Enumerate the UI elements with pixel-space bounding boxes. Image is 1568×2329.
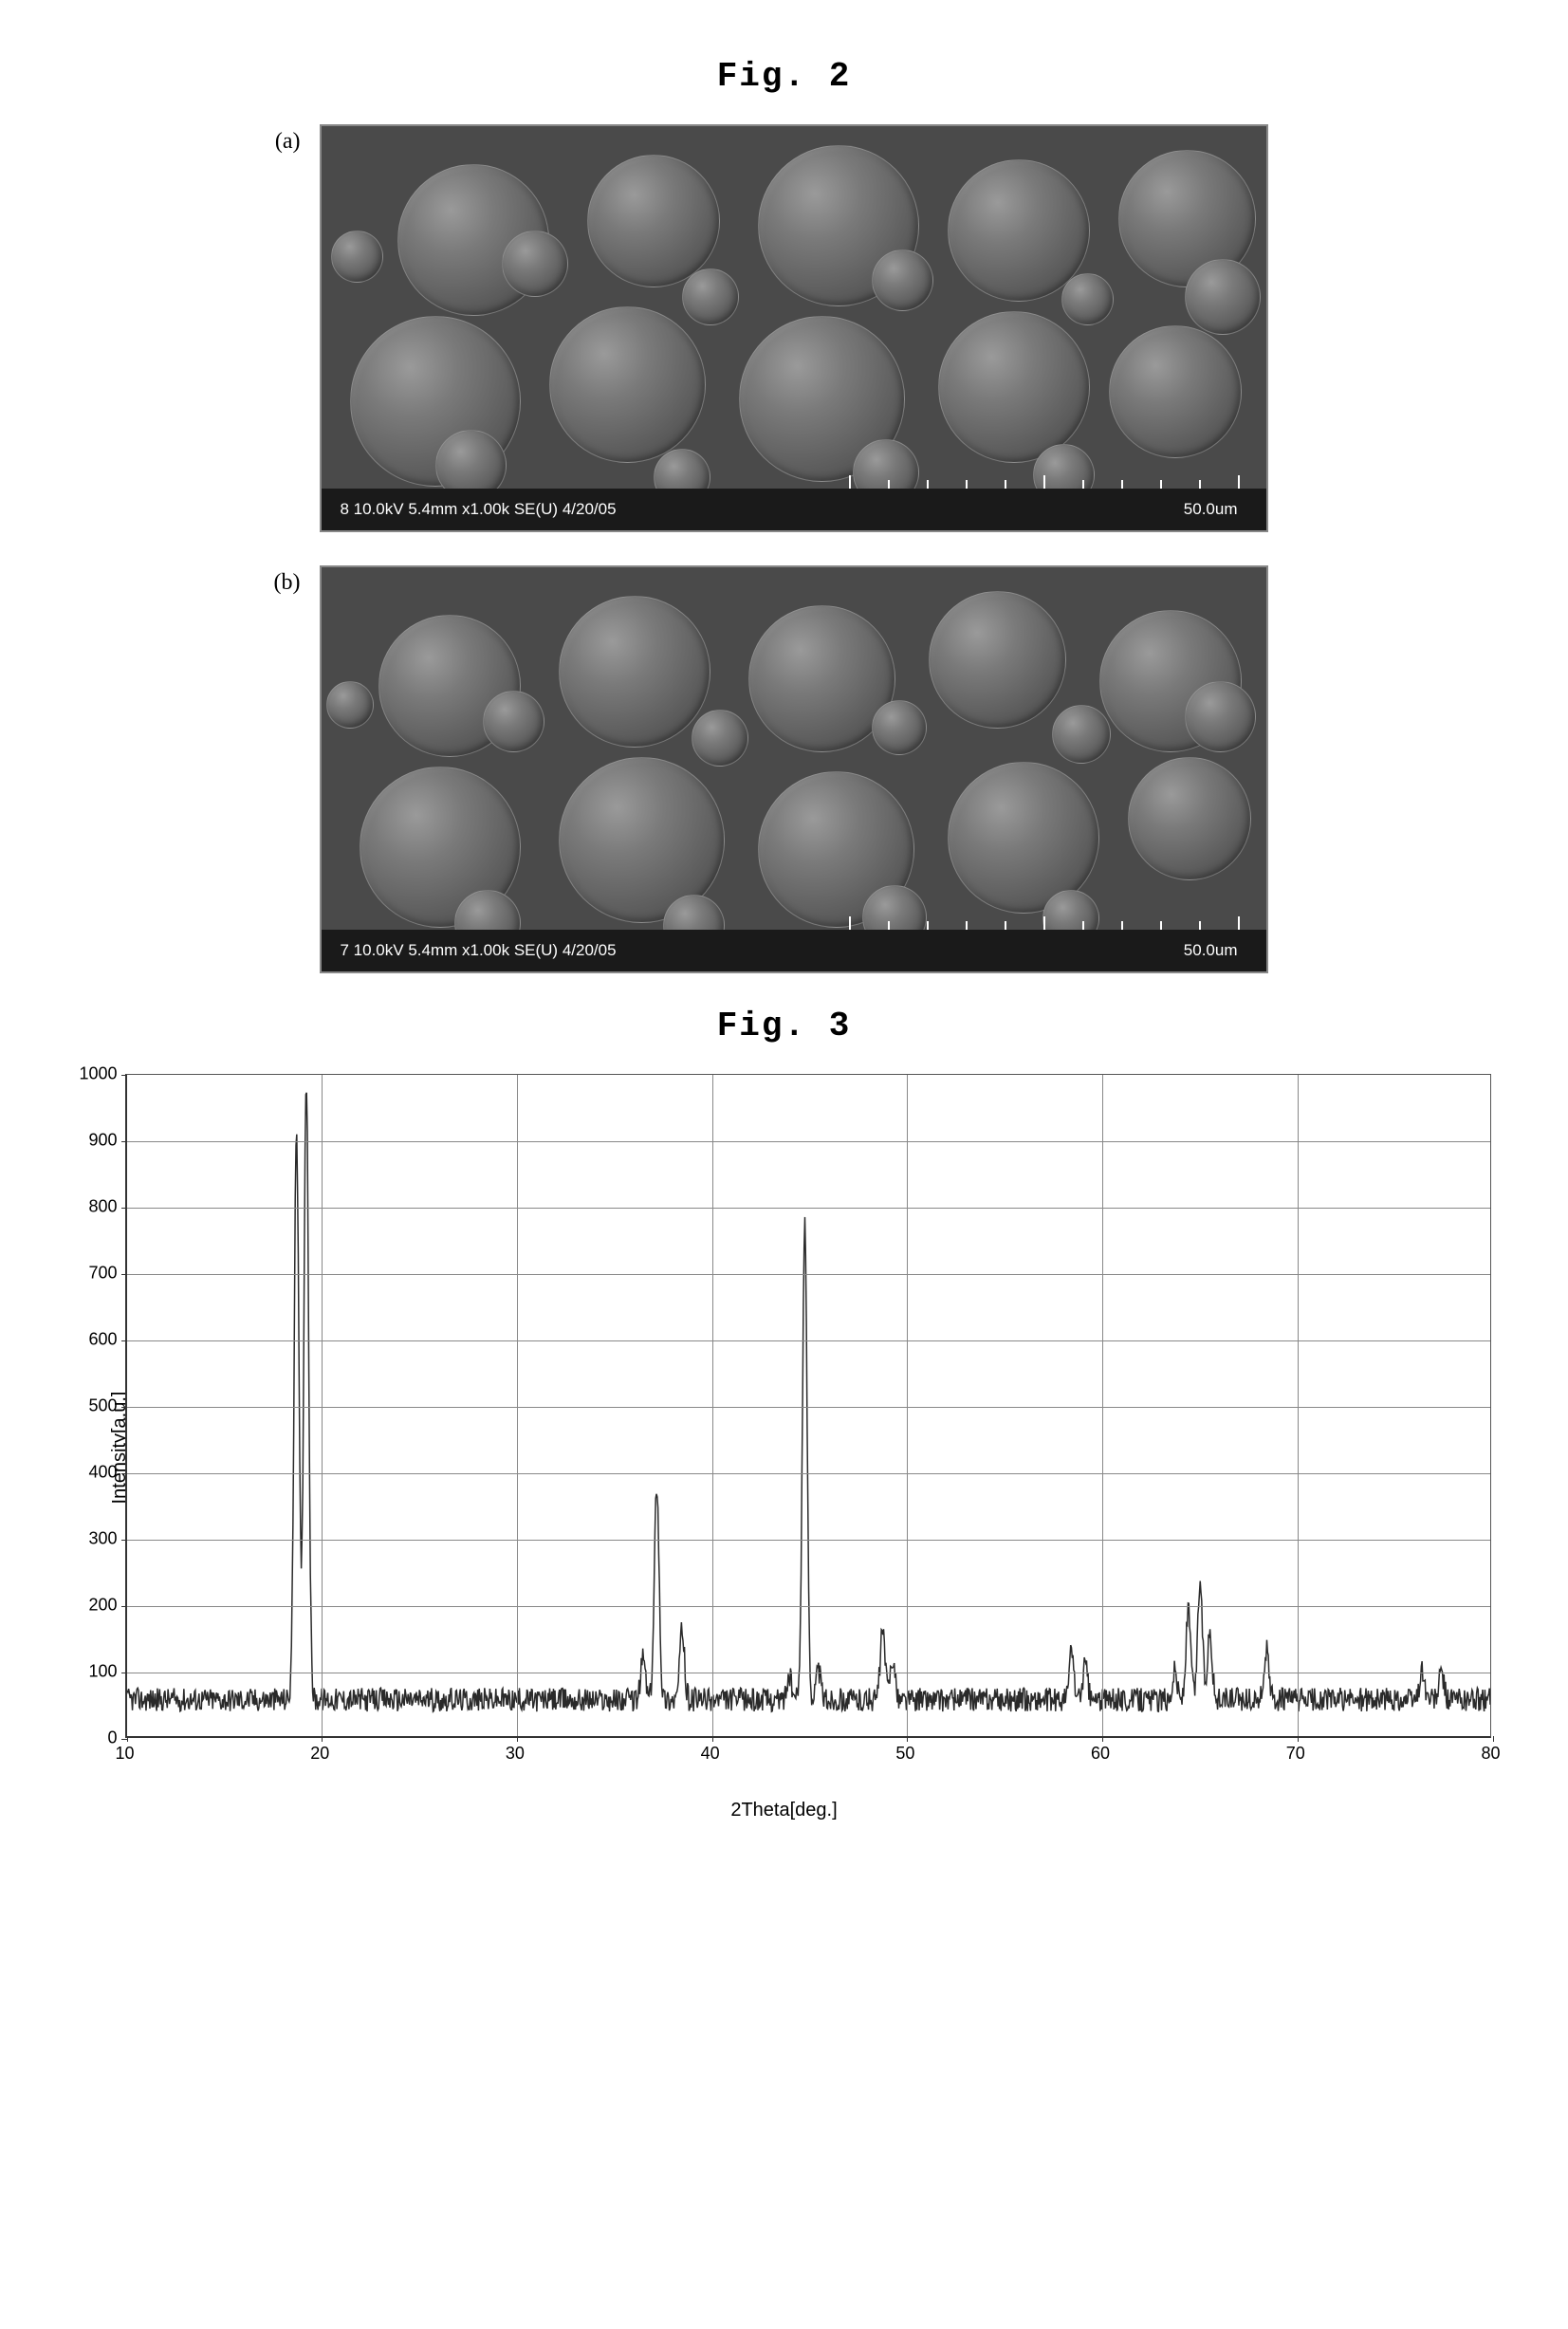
ytick-mark (121, 1540, 127, 1541)
xrd-trace (127, 1093, 1490, 1711)
ytick-label: 700 (88, 1264, 117, 1284)
xrd-xticks: 1020304050607080 (125, 1738, 1491, 1766)
sem-scale-label: 50.0um (1184, 941, 1238, 960)
xtick-label: 10 (115, 1744, 134, 1764)
grid-line-v (907, 1075, 908, 1736)
sem-scale-label: 50.0um (1184, 500, 1238, 519)
sem-particle (326, 681, 374, 729)
sem-image: 8 10.0kV 5.4mm x1.00k SE(U) 4/20/05 50.0u… (320, 124, 1268, 532)
ytick-mark (121, 1208, 127, 1209)
sem-panel-b: (b) 7 10.0kV 5.4mm x1.00k SE(U) 4/20/05 50… (263, 565, 1306, 973)
ytick-mark (121, 1274, 127, 1275)
scale-bar (849, 475, 1238, 489)
ytick-label: 200 (88, 1596, 117, 1616)
sem-particle (929, 591, 1066, 729)
ytick-label: 100 (88, 1662, 117, 1682)
sem-particle (1185, 259, 1261, 335)
sem-info-bar: 7 10.0kV 5.4mm x1.00k SE(U) 4/20/05 50.0u… (322, 930, 1266, 971)
ytick-label: 800 (88, 1197, 117, 1217)
sem-particle (872, 700, 927, 755)
grid-line-h (127, 1141, 1490, 1142)
sem-particle (1061, 273, 1114, 325)
sem-particle (502, 231, 568, 297)
xtick-label: 50 (895, 1744, 914, 1764)
xrd-plot-area (125, 1074, 1491, 1738)
fig3-title: Fig. 3 (76, 1007, 1492, 1045)
sem-info-text: 7 10.0kV 5.4mm x1.00k SE(U) 4/20/05 (341, 941, 617, 960)
ytick-label: 500 (88, 1396, 117, 1416)
xtick-label: 40 (701, 1744, 720, 1764)
ytick-label: 600 (88, 1330, 117, 1350)
sem-particle (682, 268, 739, 325)
xtick-label: 20 (310, 1744, 329, 1764)
xtick-label: 80 (1481, 1744, 1500, 1764)
sem-particle (872, 250, 933, 311)
xrd-yticks: 01002003004005006007008009001000 (78, 1074, 123, 1821)
xtick-label: 70 (1286, 1744, 1305, 1764)
ytick-label: 300 (88, 1529, 117, 1549)
sem-panel-a: (a) 8 10.0kV 5.4mm x1.00k SE(U) 4/20/05 50… (263, 124, 1306, 532)
ytick-mark (121, 1075, 127, 1076)
xrd-xlabel: 2Theta[deg.] (78, 1800, 1491, 1821)
grid-line-h (127, 1540, 1490, 1541)
grid-line-h (127, 1606, 1490, 1607)
panel-label: (b) (263, 565, 301, 596)
ytick-mark (121, 1141, 127, 1142)
grid-line-h (127, 1473, 1490, 1474)
grid-line-h (127, 1340, 1490, 1341)
sem-particle (692, 710, 748, 767)
xrd-line-svg (127, 1075, 1490, 1736)
grid-line-h (127, 1274, 1490, 1275)
sem-particle (559, 596, 710, 748)
grid-line-v (517, 1075, 518, 1736)
grid-line-v (712, 1075, 713, 1736)
sem-particle (1185, 681, 1256, 752)
xtick-label: 30 (506, 1744, 525, 1764)
grid-line-h (127, 1208, 1490, 1209)
sem-info-bar: 8 10.0kV 5.4mm x1.00k SE(U) 4/20/05 50.0u… (322, 489, 1266, 530)
grid-line-v (322, 1075, 323, 1736)
xtick-label: 60 (1091, 1744, 1110, 1764)
panel-label: (a) (263, 124, 301, 155)
sem-image: 7 10.0kV 5.4mm x1.00k SE(U) 4/20/05 50.0u… (320, 565, 1268, 973)
ytick-mark (121, 1340, 127, 1341)
scale-bar (849, 916, 1238, 930)
ytick-mark (121, 1407, 127, 1408)
ytick-mark (121, 1473, 127, 1474)
ytick-label: 400 (88, 1463, 117, 1483)
grid-line-v (1298, 1075, 1299, 1736)
xrd-chart: Intensity[a.u.] 010020030040050060070080… (78, 1074, 1491, 1821)
xtick-mark (1493, 1736, 1494, 1742)
grid-line-v (1102, 1075, 1103, 1736)
sem-particle (331, 231, 383, 283)
sem-particle (1109, 325, 1242, 458)
ytick-label: 1000 (79, 1064, 117, 1084)
sem-particle (549, 306, 706, 463)
grid-line-h (127, 1407, 1490, 1408)
sem-particle (587, 155, 720, 287)
sem-particle (483, 691, 544, 752)
sem-particle (938, 311, 1090, 463)
sem-particle (1052, 705, 1111, 764)
ytick-mark (121, 1606, 127, 1607)
ytick-label: 900 (88, 1131, 117, 1151)
sem-particle (1128, 757, 1251, 880)
sem-info-text: 8 10.0kV 5.4mm x1.00k SE(U) 4/20/05 (341, 500, 617, 519)
fig2-title: Fig. 2 (76, 57, 1492, 96)
